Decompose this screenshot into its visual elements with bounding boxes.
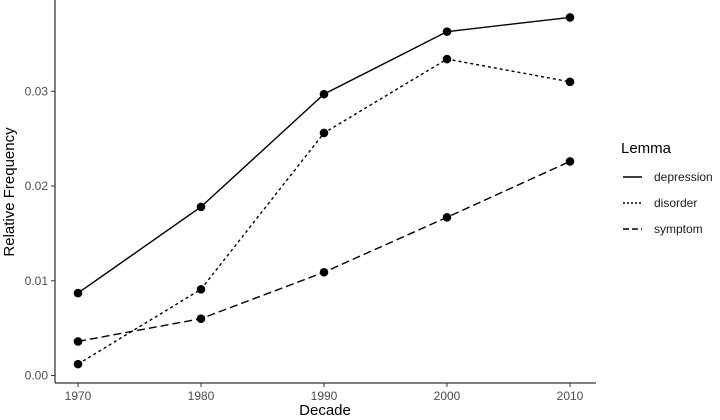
data-point-disorder-2000 [442,54,452,64]
y-ticks: 0.00 0.01 0.02 0.03 [25,84,55,383]
data-point-disorder-1990 [319,128,329,138]
data-point-symptom-2010 [565,157,575,166]
plot-points [73,13,575,369]
data-point-depression-1970 [73,288,83,298]
y-tick-label: 0.02 [25,179,49,193]
x-ticks: 1970 1980 1990 2000 2010 [65,383,584,403]
y-tick-label: 0.03 [25,84,49,98]
y-tick-label: 0.00 [25,369,49,383]
x-tick-label: 1980 [188,389,215,403]
data-point-depression-1980 [196,202,206,212]
y-axis-title: Relative Frequency [1,127,18,257]
data-point-symptom-1990 [319,267,329,277]
legend-label-depression: depression [654,170,713,184]
plot-lines [77,16,571,365]
data-point-depression-1990 [319,89,329,99]
y-tick-label: 0.01 [25,274,49,288]
series-line-symptom [77,160,571,343]
legend-items: depression disorder symptom [623,170,713,236]
data-point-disorder-1980 [196,284,206,294]
axes [54,0,596,384]
x-axis-title: Decade [299,402,351,419]
series-line-disorder [77,58,571,365]
x-tick-label: 1990 [311,389,338,403]
data-point-symptom-1980 [196,314,206,323]
legend: Lemma depression disorder symptom [621,140,713,236]
data-point-symptom-1970 [73,337,83,346]
data-point-depression-2010 [565,13,575,22]
data-point-depression-2000 [442,27,452,36]
x-tick-label: 2010 [557,389,584,403]
x-tick-label: 2000 [434,389,461,403]
series-line-depression [77,16,571,294]
legend-title: Lemma [621,140,672,157]
data-point-symptom-2000 [442,213,452,222]
data-point-disorder-1970 [73,359,83,369]
legend-label-symptom: symptom [654,222,703,236]
x-tick-label: 1970 [65,389,92,403]
legend-label-disorder: disorder [654,196,697,210]
data-point-disorder-2010 [565,77,575,87]
